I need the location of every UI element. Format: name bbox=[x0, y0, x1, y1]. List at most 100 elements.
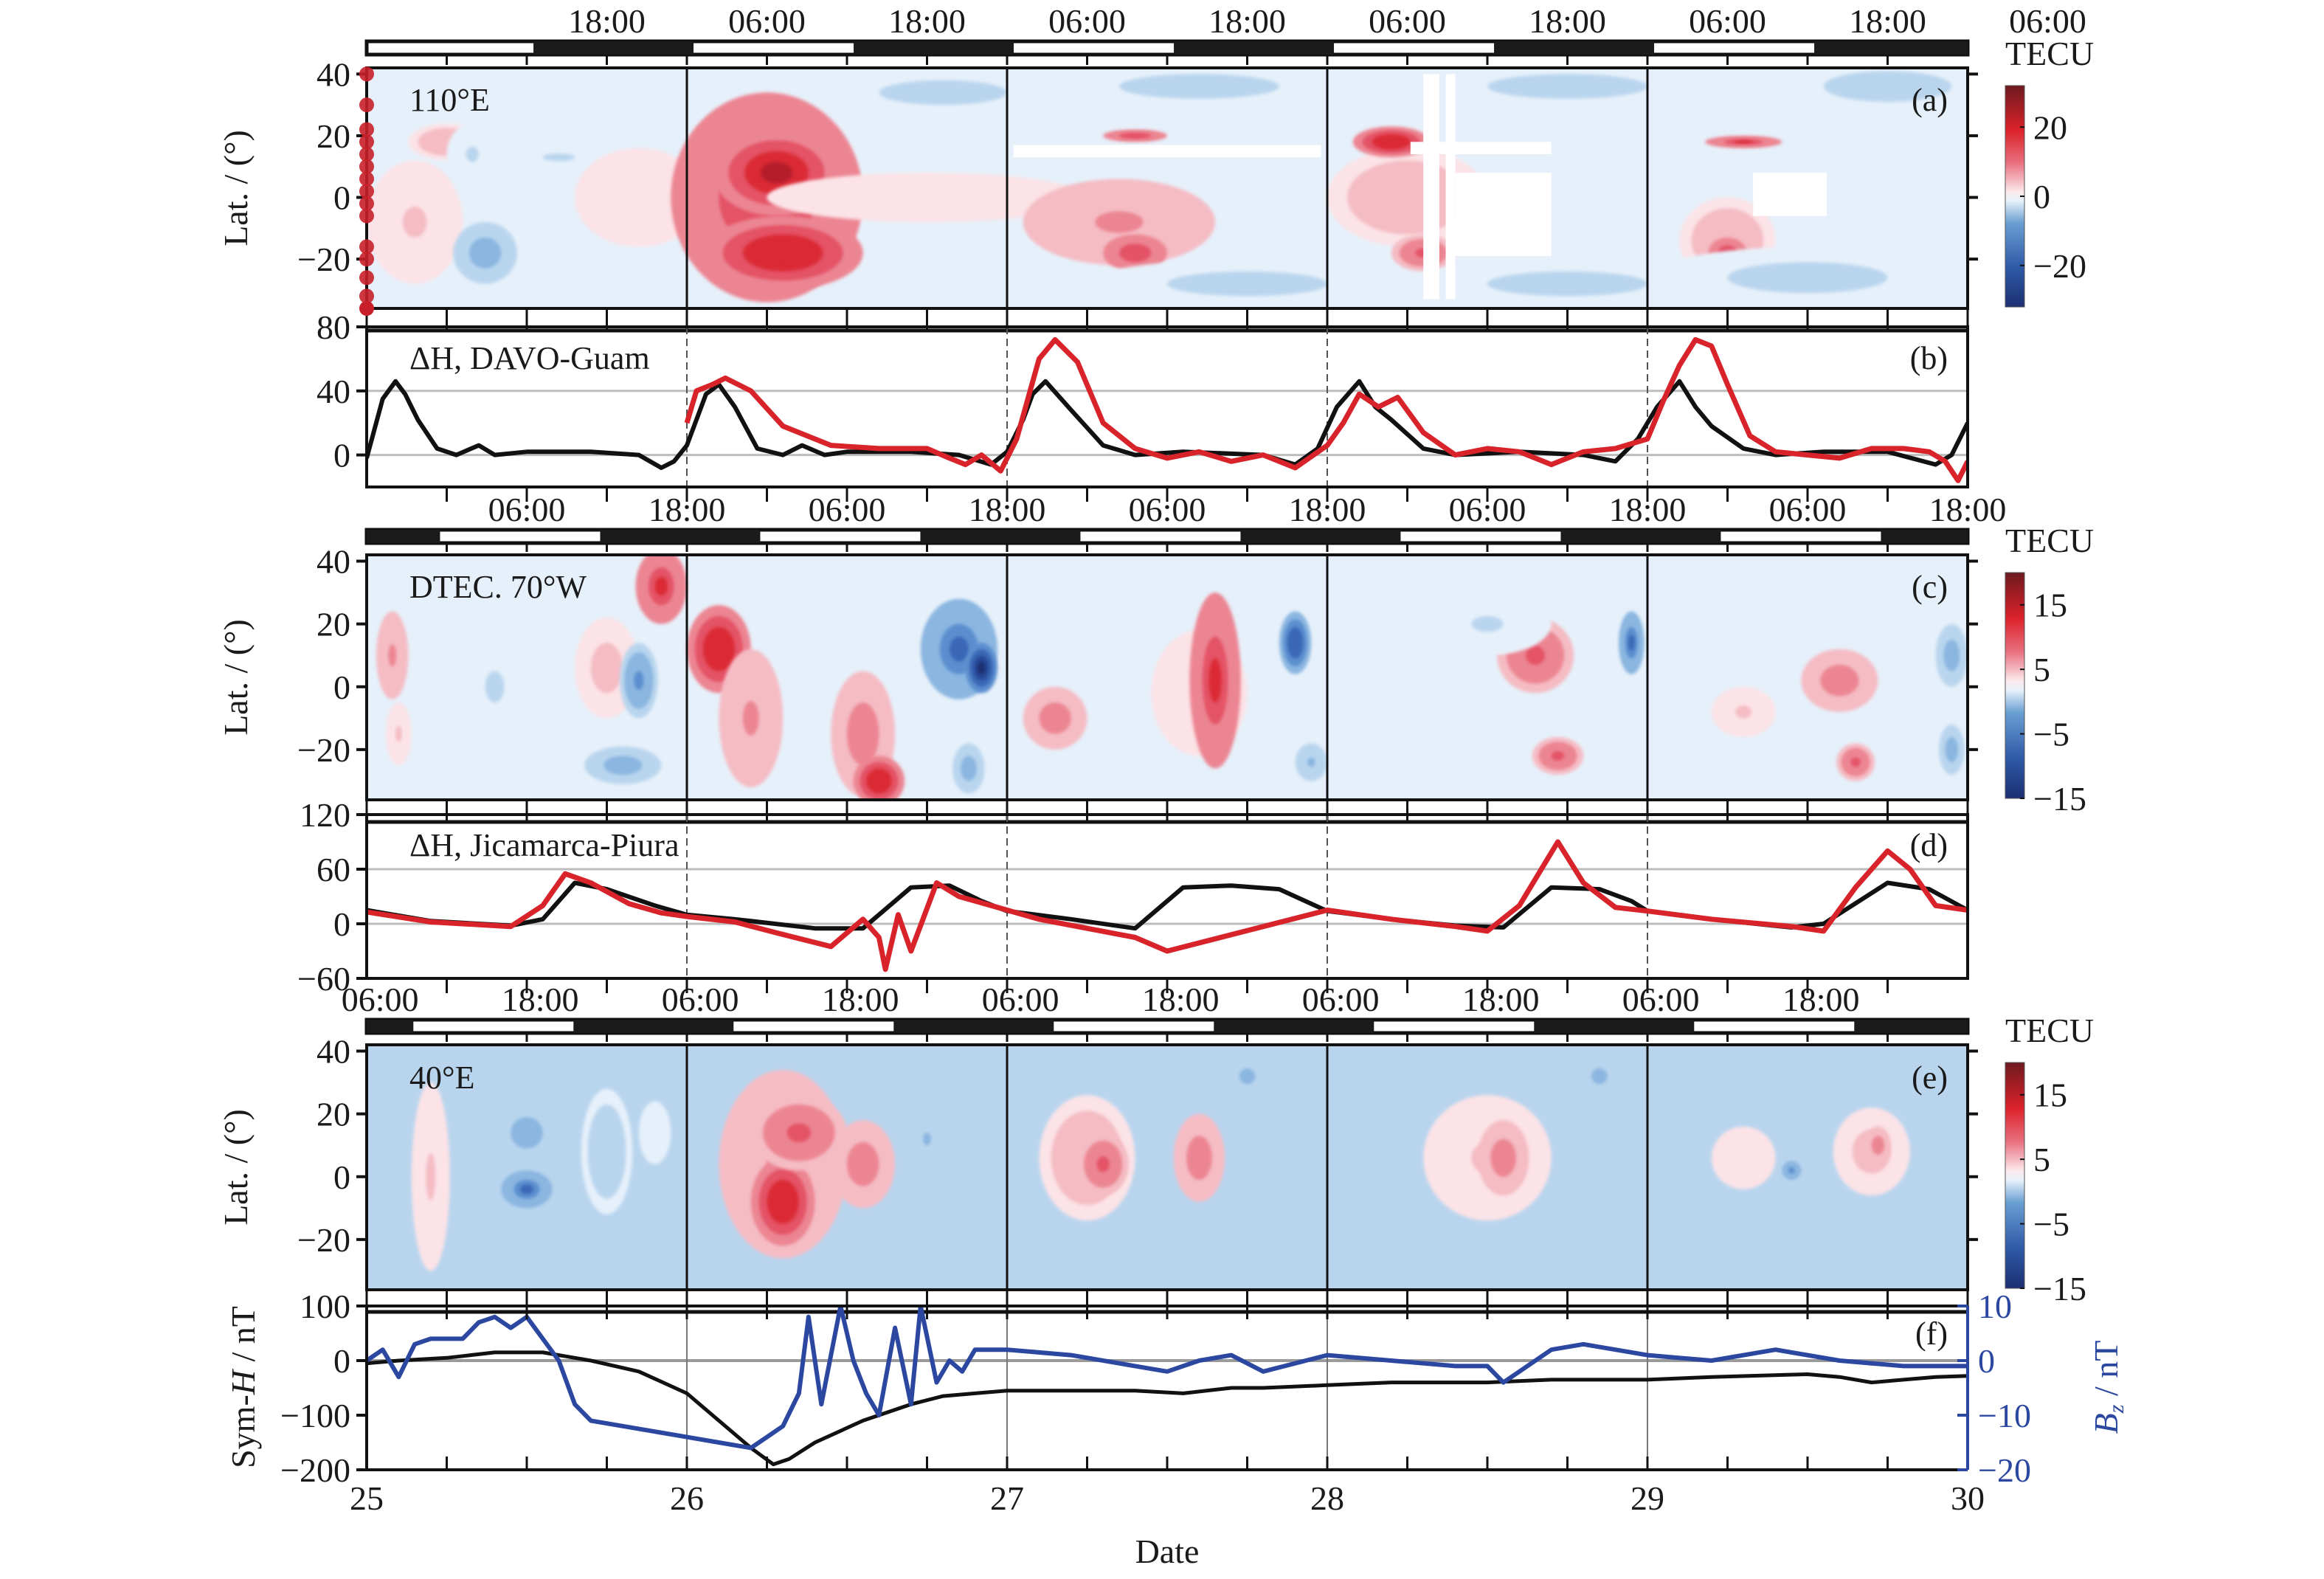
colorbar-tick-label: 0 bbox=[2033, 178, 2050, 215]
ytick-label-left: −100 bbox=[280, 1397, 350, 1434]
contour-blob bbox=[760, 162, 793, 184]
data-gap bbox=[1753, 173, 1827, 216]
contour-blob bbox=[651, 1124, 660, 1141]
station-marker bbox=[359, 270, 374, 286]
contour-blob bbox=[964, 761, 973, 775]
contour-blob bbox=[1095, 211, 1144, 233]
heatmap-e bbox=[367, 1045, 1968, 1290]
station-marker bbox=[359, 196, 374, 211]
ytick-label: −20 bbox=[297, 731, 350, 769]
time-label: 06:00 bbox=[1449, 491, 1526, 528]
plot-d: 120 60 0 −60 bbox=[297, 796, 1969, 998]
contour-blob bbox=[1387, 184, 1428, 210]
contour-blob bbox=[854, 718, 871, 750]
ylabel-right-f: Bz / nT bbox=[2087, 1341, 2128, 1434]
contour-blob bbox=[490, 679, 500, 695]
contour-blob bbox=[1947, 647, 1956, 663]
night-segment bbox=[600, 530, 761, 543]
station-marker bbox=[359, 208, 374, 224]
ylabel-c: Lat. / (°) bbox=[217, 619, 255, 736]
annotation-a: 110°E bbox=[409, 82, 490, 118]
colorbar-tick-label: 15 bbox=[2033, 1077, 2067, 1114]
night-segment bbox=[1534, 1020, 1695, 1033]
night-segment bbox=[1494, 41, 1655, 55]
ytick-label: 0 bbox=[333, 179, 350, 217]
time-label: 06:00 bbox=[1622, 981, 1700, 1018]
contour-blob bbox=[654, 576, 668, 596]
time-label: 06:00 bbox=[1048, 2, 1126, 40]
time-label: 18:00 bbox=[1529, 2, 1606, 40]
heatmap-background bbox=[367, 1045, 1968, 1290]
time-label: 06:00 bbox=[982, 981, 1059, 1018]
data-gap bbox=[1423, 74, 1439, 300]
contour-blob bbox=[1127, 134, 1144, 138]
time-label: 18:00 bbox=[1609, 491, 1687, 528]
contour-blob bbox=[542, 153, 575, 162]
frame-e: 40 20 0 −20 06:00 18:00 06:00 18:00 06:00 18:00 06… bbox=[297, 981, 1978, 1314]
time-label: 18:00 bbox=[822, 981, 899, 1018]
series-line-model-b bbox=[684, 336, 1968, 483]
panel-a-tec-110e: 40 20 0 −20 18:00 06:00 18:00 06:00 18:00 06:00 18… bbox=[217, 2, 2094, 333]
night-segment bbox=[1214, 1020, 1374, 1033]
heatmap-a bbox=[367, 68, 1968, 308]
night-segment bbox=[1240, 530, 1401, 543]
night-segment bbox=[1881, 530, 1968, 543]
night-segment bbox=[893, 1020, 1054, 1033]
ytick-label: −20 bbox=[297, 241, 350, 278]
contour-blob bbox=[949, 636, 969, 662]
xtick-label: 27 bbox=[990, 1479, 1024, 1517]
colorbar-tick-label: 5 bbox=[2033, 651, 2050, 688]
station-marker bbox=[359, 239, 374, 255]
annotation-e: 40°E bbox=[409, 1060, 474, 1096]
annotation-b-text: ΔH, DAVO-Guam bbox=[409, 340, 650, 376]
ytick-label-left: 0 bbox=[333, 1342, 350, 1380]
contour-blob bbox=[1735, 705, 1752, 719]
colorbar-tick-label: 5 bbox=[2033, 1141, 2050, 1178]
contour-blob bbox=[613, 760, 633, 770]
time-label: 06:00 bbox=[809, 491, 886, 528]
contour-blob bbox=[1471, 616, 1504, 632]
colorbar-tick-label: −20 bbox=[2033, 247, 2086, 285]
contour-blob bbox=[1307, 757, 1315, 767]
xlabel-date: Date bbox=[1135, 1533, 1200, 1570]
panel-label-a: (a) bbox=[1912, 82, 1948, 118]
contour-blob bbox=[477, 245, 494, 261]
heatmap-c bbox=[367, 555, 1968, 800]
ytick-label-right: 0 bbox=[1978, 1342, 1995, 1380]
series-line-model-d bbox=[367, 839, 1968, 972]
panel-b-delta-h-davo-guam: 80 40 0 ΔH, DAVO-Guam (b) bbox=[317, 308, 1969, 502]
contour-blob bbox=[634, 671, 644, 691]
station-marker bbox=[359, 252, 374, 267]
colorbar-title: TECU bbox=[2005, 522, 2094, 559]
data-gap bbox=[1445, 74, 1456, 300]
contour-blob bbox=[887, 191, 967, 204]
station-marker bbox=[359, 97, 374, 113]
contour-blob bbox=[426, 1153, 436, 1200]
frame-c: 40 20 0 −20 06:00 18:00 06:00 18:00 06:00 18:00 06… bbox=[297, 491, 2006, 824]
ytick-label: 40 bbox=[317, 55, 350, 93]
ytick-label: −60 bbox=[297, 960, 350, 998]
contour-blob bbox=[1159, 80, 1239, 93]
ytick-label: 80 bbox=[317, 308, 350, 346]
colorbar-tick-label: −5 bbox=[2033, 1206, 2069, 1243]
annotation-c: DTEC. 70°W bbox=[409, 569, 587, 605]
contour-blob bbox=[1096, 1156, 1110, 1172]
night-segment bbox=[573, 1020, 734, 1033]
time-label: 18:00 bbox=[888, 2, 966, 40]
contour-blob bbox=[1850, 757, 1861, 767]
station-marker bbox=[359, 288, 374, 304]
contour-blob bbox=[1047, 710, 1063, 726]
contour-blob bbox=[402, 207, 427, 238]
colorbar-title: TECU bbox=[2005, 1012, 2094, 1049]
colorbar-gradient bbox=[2005, 572, 2025, 799]
contour-blob bbox=[1208, 658, 1222, 703]
contour-blob bbox=[1734, 140, 1754, 144]
colorbar-c: TECU 15 5 −5 −15 bbox=[2005, 522, 2094, 818]
time-label: 18:00 bbox=[1462, 981, 1540, 1018]
night-segment bbox=[533, 41, 694, 55]
colorbar-tick-label: −15 bbox=[2033, 1270, 2086, 1307]
colorbar-title: TECU bbox=[2005, 35, 2094, 72]
ylabel-right-part2: z bbox=[2104, 1404, 2128, 1414]
time-label: 18:00 bbox=[1142, 981, 1220, 1018]
